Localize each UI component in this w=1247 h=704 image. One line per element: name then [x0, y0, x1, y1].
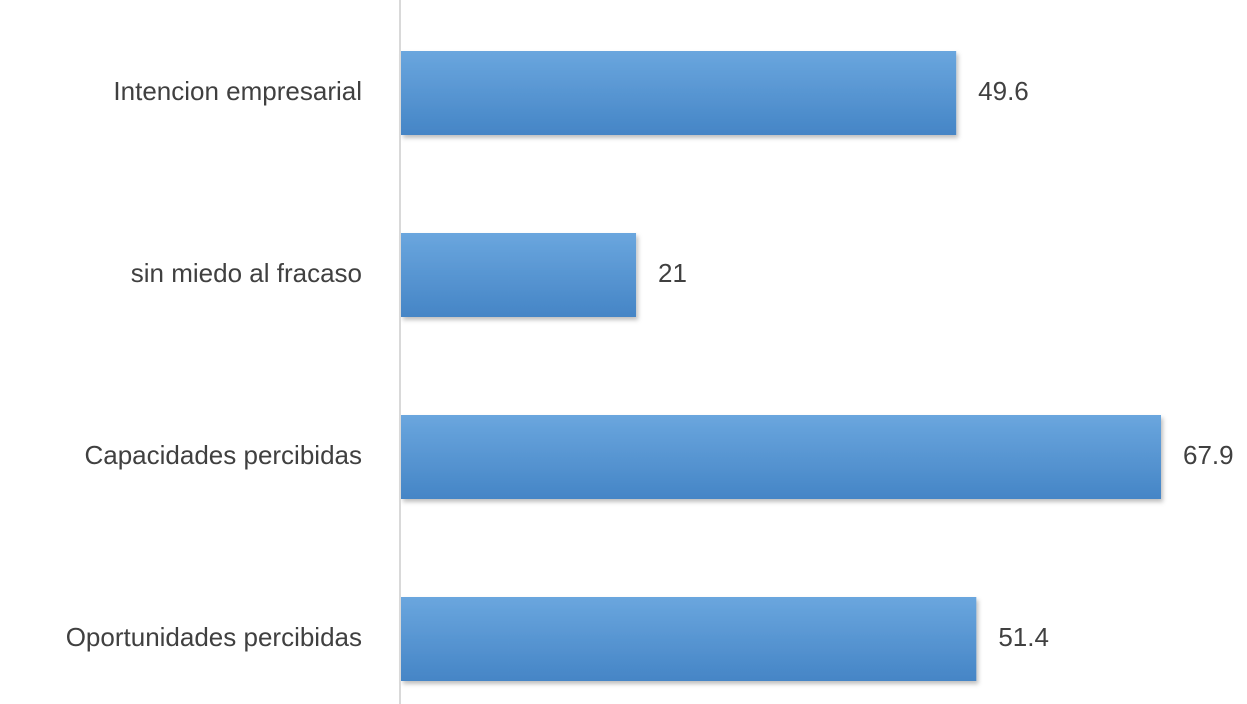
bar-4	[401, 597, 977, 681]
bar-2	[401, 233, 637, 317]
data-label: 49.6	[978, 76, 1029, 106]
labels-group: Intencion empresarial 49.6 sin miedo al fr…	[66, 76, 1234, 652]
data-label: 67.9	[1183, 440, 1234, 470]
category-label: Capacidades percibidas	[84, 440, 362, 470]
bars-group	[401, 51, 1161, 681]
data-label: 21	[658, 258, 687, 288]
category-label: sin miedo al fracaso	[131, 258, 362, 288]
data-label: 51.4	[998, 622, 1049, 652]
category-label: Oportunidades percibidas	[66, 622, 362, 652]
category-label: Intencion empresarial	[113, 76, 362, 106]
bar-1	[401, 51, 957, 135]
bar-3	[401, 415, 1161, 499]
